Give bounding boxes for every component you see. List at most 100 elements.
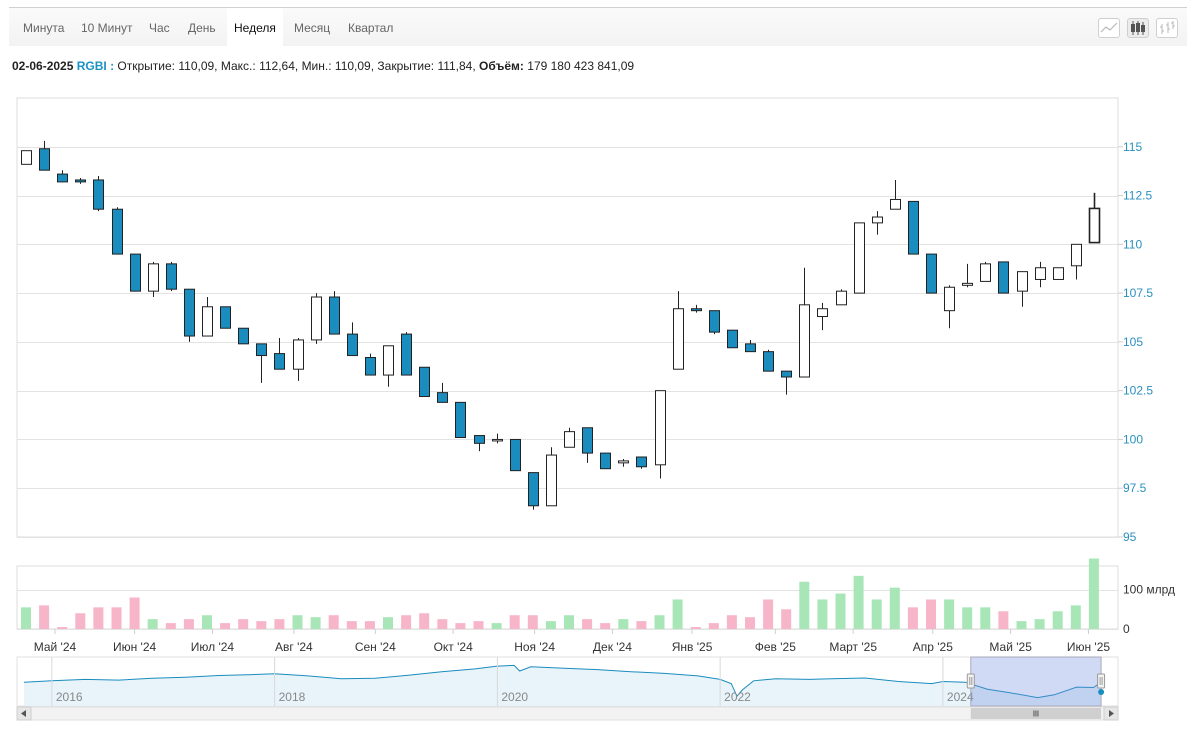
volume-bar	[636, 621, 647, 629]
volume-axis: 0 100 млрд	[1123, 583, 1175, 636]
time-tick-label: Сен '24	[355, 640, 396, 654]
volume-bar	[853, 575, 864, 629]
navigator-line	[23, 664, 1102, 699]
volume-bar	[654, 615, 665, 629]
candle-body	[293, 339, 304, 370]
navigator-year-label: 2024	[947, 690, 974, 704]
time-tick-label: Янв '25	[672, 640, 713, 654]
interval-tabs: Минута 10 Минут Час День Неделя Месяц Кв…	[9, 8, 1187, 46]
volume-bar	[165, 623, 176, 629]
candle-body	[691, 308, 702, 312]
candle-body	[474, 435, 485, 444]
info-sep: ,	[370, 59, 375, 73]
candle	[799, 267, 810, 378]
navigator[interactable]: 2016 2018 2020 2022 2024	[16, 656, 1119, 721]
candle-body	[419, 366, 430, 398]
tab-quarter[interactable]: Квартал	[348, 21, 394, 35]
candle-body	[980, 263, 991, 282]
top-border	[9, 7, 1187, 8]
info-low-label: Мин.:	[301, 59, 332, 73]
line-chart-glyph	[1100, 22, 1118, 33]
volume-bar	[582, 619, 593, 629]
volume-bar	[564, 615, 574, 629]
scroll-right-arrow-icon	[1109, 710, 1114, 717]
volume-bar	[21, 607, 31, 629]
candle-body	[93, 179, 104, 210]
scroll-left-arrow-icon	[21, 710, 26, 717]
candle	[329, 291, 340, 335]
line-chart-icon[interactable]	[1098, 18, 1120, 38]
info-close-label: Закрытие:	[377, 59, 435, 73]
tab-10-minutes[interactable]: 10 Минут	[81, 21, 133, 35]
candle	[1088, 192, 1101, 244]
candle	[763, 349, 774, 372]
price-axis: 95 97.5 100 102.5 105 107.5 110 112.5 115	[1118, 140, 1153, 544]
price-tick-label: 112.5	[1123, 189, 1152, 203]
info-sep: ,	[214, 59, 218, 73]
candle-body	[998, 261, 1009, 294]
navigator-selection[interactable]	[970, 656, 1102, 707]
candle	[492, 433, 503, 444]
volume-bar	[781, 609, 792, 629]
candle	[274, 337, 285, 370]
candle-body	[926, 253, 937, 294]
candle-body	[962, 282, 973, 286]
candle-body	[1088, 207, 1101, 244]
price-tick-label: 95	[1123, 530, 1137, 544]
price-tick-label: 115	[1123, 140, 1142, 154]
candle	[980, 261, 991, 282]
candle-body	[21, 150, 32, 165]
candle-body	[908, 200, 919, 255]
tab-month[interactable]: Месяц	[294, 21, 331, 35]
info-sep: ,	[472, 59, 476, 73]
candle	[166, 261, 177, 292]
volume-bar	[690, 627, 701, 629]
candle	[112, 207, 123, 255]
candle	[564, 427, 575, 448]
time-tick-label: Июл '24	[191, 640, 235, 654]
tab-minute[interactable]: Минута	[23, 21, 65, 35]
candle	[365, 353, 376, 376]
volume-bar	[835, 593, 846, 629]
volume-bar	[509, 615, 520, 629]
tab-week[interactable]: Неделя	[227, 8, 283, 46]
candle	[673, 291, 684, 370]
candle-body	[817, 308, 828, 318]
candle	[636, 456, 647, 469]
candle-body	[546, 454, 557, 507]
candle-body	[166, 263, 177, 290]
navigator-handle-left[interactable]	[966, 673, 975, 689]
volume-bar	[672, 599, 683, 629]
candle-body	[564, 431, 575, 448]
candle	[474, 435, 485, 452]
info-low-value: 110,09	[334, 59, 371, 73]
time-tick-label: Дек '24	[593, 640, 632, 654]
volume-bar	[147, 619, 158, 629]
tab-hour[interactable]: Час	[149, 21, 170, 35]
candle-body	[256, 343, 267, 357]
ohlc-chart-icon[interactable]	[1156, 18, 1178, 38]
candle	[1053, 267, 1064, 280]
candle-body	[745, 343, 756, 353]
scrollbar-track[interactable]	[16, 706, 1119, 721]
volume-bar	[871, 599, 882, 629]
candle	[745, 339, 756, 353]
volume-bar	[292, 615, 303, 629]
volume-bar	[889, 587, 900, 629]
volume-bar	[437, 619, 448, 629]
volume-bar	[111, 607, 122, 629]
candlestick-chart-icon[interactable]	[1127, 18, 1149, 38]
candle-body	[944, 286, 955, 312]
candle	[908, 200, 919, 255]
navigator-handle-right[interactable]	[1097, 673, 1106, 689]
volume-bar	[346, 621, 357, 629]
candle	[618, 458, 629, 467]
candle	[39, 140, 50, 171]
volume-bar	[799, 581, 810, 629]
tab-day[interactable]: День	[188, 21, 216, 35]
candle-body	[148, 263, 159, 292]
candle	[1017, 271, 1028, 307]
time-tick-label: Июн '25	[1067, 640, 1111, 654]
volume-bar	[745, 617, 755, 629]
info-ticker-colon: :	[106, 59, 115, 73]
